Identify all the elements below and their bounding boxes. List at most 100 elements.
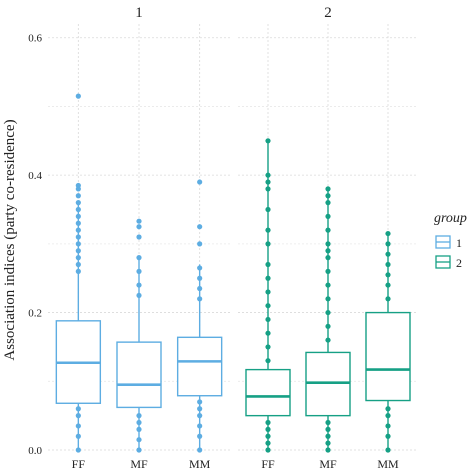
outlier-point <box>385 406 391 412</box>
outlier-point <box>75 433 81 439</box>
outlier-point <box>136 437 142 443</box>
outlier-point <box>325 440 331 446</box>
outlier-point <box>265 419 271 426</box>
outlier-point <box>197 265 203 271</box>
outlier-point <box>136 268 142 274</box>
box-iqr <box>176 336 223 397</box>
outlier-point <box>197 224 203 230</box>
outlier-point <box>75 261 81 268</box>
outlier-point <box>325 419 331 426</box>
outlier-point <box>75 447 81 453</box>
x-tick-label: MM <box>377 457 399 471</box>
outlier-point <box>325 296 331 302</box>
outlier-point <box>265 440 271 446</box>
outlier-point <box>75 255 81 261</box>
legend-label: 2 <box>456 256 462 270</box>
legend-label: 1 <box>456 236 462 250</box>
outlier-point <box>325 227 331 233</box>
outlier-point <box>136 447 142 453</box>
outlier-point <box>75 220 81 226</box>
outlier-point <box>136 419 142 426</box>
outlier-point <box>136 255 142 261</box>
outlier-point <box>325 426 331 432</box>
outlier-point <box>385 241 391 247</box>
outlier-point <box>265 227 271 233</box>
box-iqr <box>305 351 351 417</box>
outlier-point <box>385 413 391 419</box>
outlier-point <box>75 268 81 274</box>
y-axis: 0.0 0.2 0.4 0.6 <box>28 33 42 457</box>
outlier-point <box>75 193 81 199</box>
outlier-point <box>265 344 271 350</box>
outlier-point <box>75 248 81 254</box>
outlier-point <box>265 172 271 178</box>
legend-item-2: 2 <box>435 255 462 270</box>
outlier-point <box>385 423 391 429</box>
outlier-point <box>197 433 203 439</box>
box-mm <box>365 230 411 453</box>
x-tick-label: FF <box>72 457 86 471</box>
outlier-point <box>385 230 391 237</box>
outlier-point <box>197 447 203 453</box>
outlier-point <box>136 413 142 419</box>
outlier-point <box>265 138 271 144</box>
outlier-point <box>325 282 331 288</box>
outlier-point <box>325 447 331 453</box>
outlier-point <box>325 323 331 329</box>
outlier-point <box>265 261 271 268</box>
facet-label: 1 <box>135 5 143 21</box>
box-iqr <box>365 311 411 402</box>
y-tick-label: 0.0 <box>28 445 42 457</box>
outlier-point <box>197 241 203 247</box>
outlier-point <box>385 282 391 288</box>
outlier-point <box>75 406 81 412</box>
y-tick-label: 0.4 <box>28 170 42 182</box>
outlier-point <box>197 406 203 412</box>
outlier-point <box>385 251 391 257</box>
outlier-point <box>325 241 331 247</box>
outlier-point <box>136 218 142 224</box>
outlier-point <box>265 289 271 295</box>
outlier-point <box>75 234 81 240</box>
outlier-point <box>197 275 203 281</box>
outlier-point <box>136 282 142 288</box>
outlier-point <box>265 358 271 364</box>
outlier-point <box>75 182 81 189</box>
outlier-point <box>385 447 391 453</box>
outlier-point <box>75 206 81 213</box>
outlier-point <box>197 413 203 419</box>
outlier-point <box>197 423 203 429</box>
outlier-point <box>325 433 331 439</box>
box-ff <box>55 93 102 453</box>
outlier-point <box>325 200 331 206</box>
outlier-point <box>136 426 142 432</box>
facet-label: 2 <box>324 5 332 21</box>
outlier-point <box>325 193 331 199</box>
outlier-point <box>136 224 142 230</box>
outlier-point <box>75 93 81 99</box>
y-axis-label: Association indices (party co-residence) <box>2 119 18 360</box>
outlier-point <box>265 275 271 281</box>
box-mf <box>305 186 351 453</box>
outlier-point <box>385 272 391 278</box>
outlier-point <box>325 248 331 254</box>
outlier-point <box>265 303 271 309</box>
y-tick-label: 0.6 <box>28 33 42 45</box>
outlier-point <box>75 413 81 419</box>
outlier-point <box>197 399 203 405</box>
y-tick-label: 0.2 <box>28 308 42 320</box>
x-tick-label: MF <box>319 457 337 471</box>
outlier-point <box>265 206 271 213</box>
legend: group 1 2 <box>434 211 467 270</box>
outlier-point <box>325 309 331 316</box>
outlier-point <box>75 213 81 219</box>
outlier-point <box>75 227 81 233</box>
box-ff <box>245 138 291 453</box>
x-axis: FF MF MM FF MF MM <box>72 457 399 471</box>
outlier-point <box>136 234 142 240</box>
outlier-point <box>265 330 271 336</box>
box-mf <box>116 218 162 453</box>
box-mm <box>176 179 223 453</box>
